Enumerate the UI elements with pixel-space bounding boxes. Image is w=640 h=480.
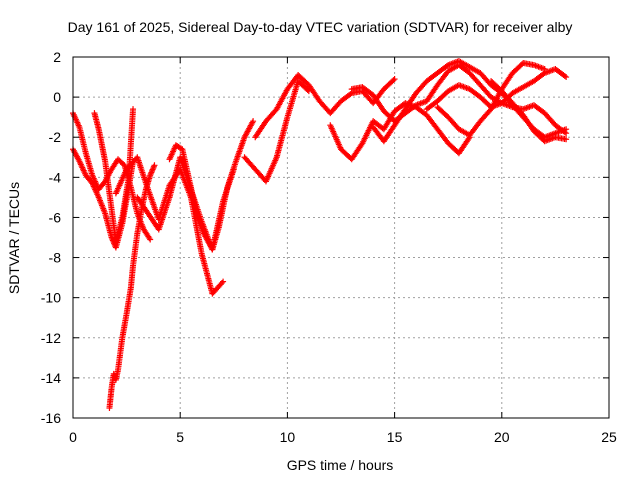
series-track-7	[166, 118, 257, 253]
data-point	[147, 236, 154, 243]
series-track-9	[252, 72, 398, 141]
y-tick-label: -4	[49, 169, 62, 185]
x-tick-label: 15	[387, 429, 403, 445]
chart-title: Day 161 of 2025, Sidereal Day-to-day VTE…	[67, 19, 573, 35]
series-track-3	[91, 106, 137, 245]
data-point	[220, 278, 227, 285]
series-track-10	[327, 100, 473, 163]
x-tick-label: 20	[494, 429, 510, 445]
data-point	[347, 91, 354, 98]
data-point	[541, 66, 548, 73]
data-point	[390, 77, 397, 84]
series-track-4	[106, 162, 158, 411]
x-axis-label: GPS time / hours	[286, 457, 394, 473]
y-tick-label: -8	[49, 250, 62, 266]
data-point	[563, 126, 570, 133]
y-tick-label: -14	[41, 370, 61, 386]
y-tick-label: -2	[49, 129, 62, 145]
x-tick-label: 0	[69, 429, 77, 445]
data-point	[218, 279, 225, 286]
data-point	[151, 162, 158, 169]
plot-frame	[72, 56, 610, 419]
y-tick-label: -10	[41, 290, 61, 306]
data-point	[563, 74, 570, 81]
grid-layer	[73, 57, 609, 418]
y-tick-label: -16	[41, 410, 61, 426]
x-tick-label: 10	[280, 429, 296, 445]
series-track-14	[434, 60, 548, 139]
data-point	[391, 76, 398, 83]
data-point	[563, 136, 570, 143]
series-track-8	[241, 78, 312, 185]
data-point	[130, 106, 137, 113]
series-track-15	[488, 78, 570, 145]
x-tick-label: 25	[601, 429, 617, 445]
y-tick-label: -12	[41, 330, 61, 346]
data-point	[561, 73, 568, 80]
data-layer	[70, 58, 570, 411]
y-tick-label: 0	[53, 89, 61, 105]
x-tick-label: 5	[176, 429, 184, 445]
y-tick-label: -6	[49, 209, 62, 225]
data-point	[250, 118, 257, 125]
y-tick-label: 2	[53, 49, 61, 65]
series-track-5	[112, 154, 227, 297]
